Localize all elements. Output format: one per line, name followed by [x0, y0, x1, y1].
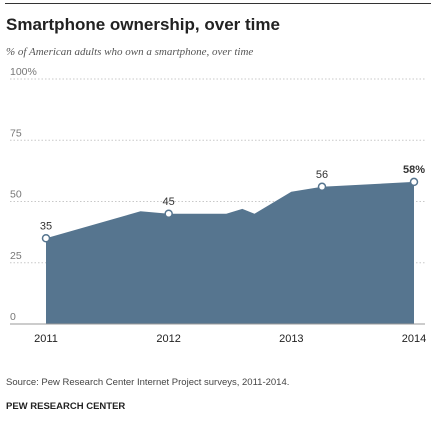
organization-name: PEW RESEARCH CENTER [6, 401, 126, 412]
y-tick-label: 100% [10, 66, 37, 78]
data-label: 45 [163, 196, 175, 208]
x-tick-label: 2011 [34, 333, 58, 345]
data-label: 35 [40, 220, 52, 232]
chart-title: Smartphone ownership, over time [6, 15, 280, 34]
top-rule [5, 3, 431, 4]
y-tick-label: 50 [10, 189, 22, 201]
data-point-marker [317, 182, 327, 192]
data-point-marker [41, 234, 51, 243]
y-tick-label: 0 [10, 311, 16, 323]
data-label: 58% [403, 164, 425, 176]
x-tick-label: 2013 [279, 333, 303, 345]
data-point-marker [164, 209, 173, 218]
chart-subtitle: % of American adults who own a smartphon… [6, 46, 254, 58]
data-label: 56 [316, 169, 328, 181]
source-note: Source: Pew Research Center Internet Pro… [6, 377, 290, 388]
data-point-marker [409, 177, 419, 187]
x-tick-label: 2014 [402, 333, 426, 345]
x-tick-label: 2012 [156, 333, 180, 345]
y-tick-label: 75 [10, 127, 22, 139]
area-series [46, 181, 414, 324]
y-tick-label: 25 [10, 250, 22, 262]
